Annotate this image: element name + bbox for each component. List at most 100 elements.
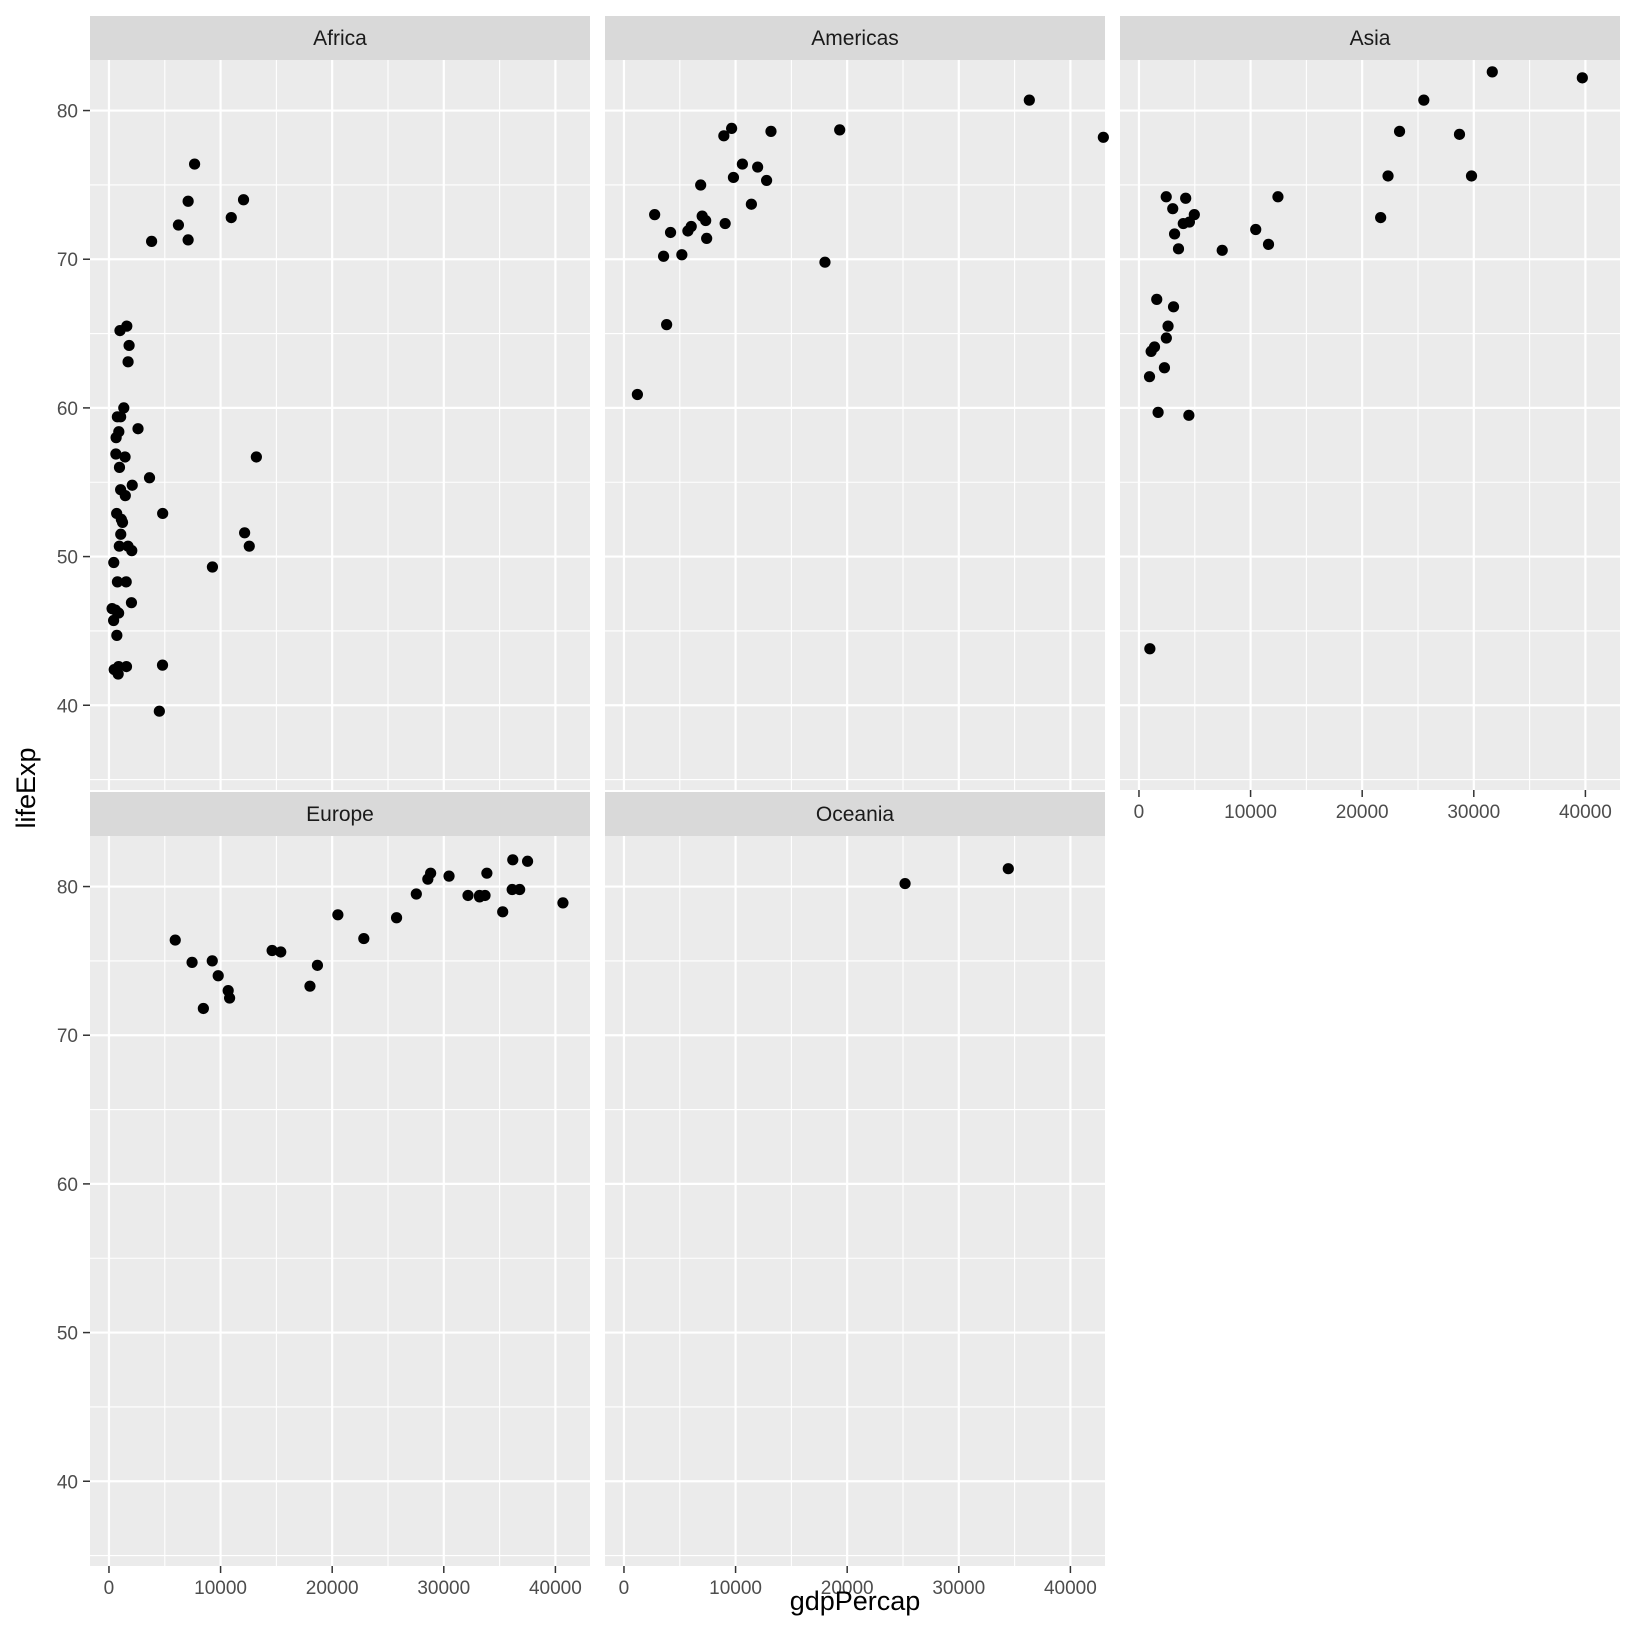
points-asia: [1143, 66, 1588, 655]
gridlines-europe: [90, 836, 590, 1566]
data-point: [443, 870, 455, 882]
data-point: [153, 705, 165, 717]
panel-background-oceania: [605, 836, 1105, 1566]
x-axis-title: gdpPercap: [790, 1586, 921, 1616]
data-point: [497, 906, 509, 918]
data-point: [1180, 192, 1192, 204]
data-point: [1162, 320, 1174, 332]
points-africa: [106, 158, 262, 717]
data-point: [899, 877, 911, 890]
data-point: [425, 867, 437, 879]
data-point: [243, 540, 255, 552]
data-point: [1151, 293, 1163, 305]
facet-label-americas: Americas: [811, 27, 899, 50]
data-point: [182, 195, 194, 207]
x-axis-europe: 0 10000 20000 30000 40000: [104, 1566, 582, 1599]
data-point: [682, 225, 694, 237]
data-point: [121, 320, 133, 332]
data-point: [765, 125, 777, 137]
facet-oceania: Oceania 0 10000 20000 30000 40000: [605, 792, 1105, 1599]
data-point: [111, 629, 123, 641]
x-tick-label: 30000: [417, 1578, 470, 1599]
facet-africa: Africa 40 50 60 70 80: [57, 16, 590, 790]
x-tick-label: 20000: [821, 1578, 874, 1599]
data-point: [718, 130, 730, 142]
data-point: [157, 507, 169, 520]
data-point: [410, 888, 422, 900]
data-point: [206, 955, 218, 967]
data-point: [115, 528, 127, 540]
x-tick-label: 30000: [1447, 802, 1500, 823]
data-point: [473, 889, 486, 902]
data-point: [169, 934, 181, 946]
data-point: [311, 959, 324, 971]
data-point: [661, 319, 673, 331]
data-point: [1393, 125, 1406, 137]
data-point: [120, 660, 133, 673]
data-point: [113, 461, 126, 473]
data-point: [1486, 66, 1498, 78]
data-point: [126, 479, 138, 491]
data-point: [1382, 170, 1394, 182]
data-point: [266, 944, 278, 957]
data-point: [304, 980, 316, 992]
data-point: [1272, 191, 1284, 203]
data-point: [1172, 243, 1185, 255]
x-tick-label: 30000: [932, 1578, 985, 1599]
y-tick-label: 80: [57, 878, 78, 899]
data-point: [156, 659, 169, 671]
x-tick-label: 40000: [1559, 802, 1612, 823]
data-point: [223, 992, 236, 1004]
facet-strip-oceania: [605, 792, 1105, 836]
data-point: [752, 161, 764, 173]
points-europe: [169, 854, 569, 1015]
y-tick-label: 70: [57, 250, 78, 271]
x-tick-label: 10000: [194, 1578, 247, 1599]
data-point: [1167, 203, 1179, 215]
x-tick-label: 20000: [1336, 802, 1389, 823]
data-point: [115, 484, 127, 496]
facet-strip-asia: [1120, 16, 1620, 60]
data-point: [1023, 94, 1035, 106]
data-point: [631, 388, 643, 401]
data-point: [146, 235, 158, 247]
data-point: [115, 513, 127, 526]
data-point: [239, 527, 251, 539]
x-axis-oceania: 0 10000 20000 30000 40000: [619, 1566, 1097, 1599]
data-point: [108, 556, 120, 569]
data-point: [726, 122, 738, 134]
data-point: [225, 211, 237, 224]
x-tick-label: 0: [1134, 802, 1145, 823]
points-oceania: [899, 863, 1014, 890]
data-point: [695, 179, 707, 191]
x-tick-label: 10000: [1224, 802, 1277, 823]
x-tick-label: 0: [104, 1578, 115, 1599]
data-point: [1465, 170, 1478, 182]
data-point: [1216, 244, 1228, 256]
data-point: [701, 232, 713, 245]
x-tick-label: 40000: [529, 1578, 582, 1599]
data-point: [736, 158, 748, 170]
data-point: [819, 256, 831, 268]
data-point: [727, 171, 740, 184]
data-point: [197, 1002, 209, 1015]
data-point: [237, 194, 250, 206]
data-point: [108, 663, 120, 676]
data-point: [182, 234, 194, 246]
data-point: [120, 576, 132, 588]
data-point: [1145, 345, 1157, 358]
data-point: [719, 217, 731, 230]
data-point: [1002, 863, 1014, 875]
data-point: [1576, 72, 1588, 84]
data-point: [1375, 211, 1387, 224]
facet-strip-africa: [90, 16, 590, 60]
data-point: [1158, 362, 1171, 374]
data-point: [186, 956, 198, 968]
data-point: [649, 209, 661, 221]
facet-europe: Europe 40 50 60 70 80 0 10000 20000 30000 40000: [57, 792, 590, 1599]
data-point: [1453, 128, 1466, 140]
data-point: [113, 426, 125, 438]
data-point: [481, 867, 493, 879]
facet-label-europe: Europe: [306, 803, 374, 826]
